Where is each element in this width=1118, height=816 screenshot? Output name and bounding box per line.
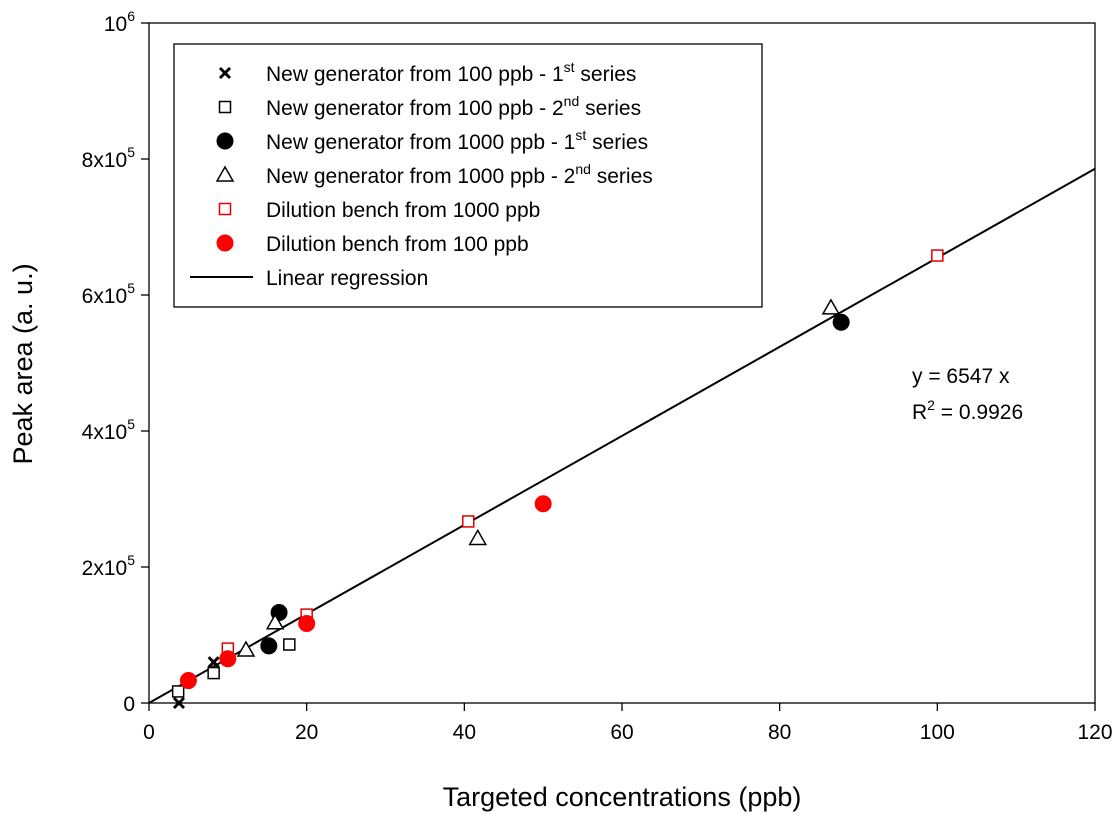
- legend-label: New generator from 100 ppb - 2nd series: [266, 93, 641, 120]
- legend-label-sup: nd: [575, 161, 591, 177]
- legend-label: New generator from 1000 ppb - 1st series: [266, 127, 648, 154]
- legend-item: Dilution bench from 1000 ppb: [218, 199, 540, 222]
- r-squared-value: = 0.9926: [935, 401, 1023, 424]
- y-tick-base: 4x10: [82, 421, 128, 444]
- legend-symbol: [216, 234, 234, 252]
- data-point: [821, 298, 841, 315]
- y-tick-label: 4x105: [82, 416, 136, 444]
- y-tick-exponent: 5: [127, 552, 135, 568]
- data-point: [207, 656, 220, 669]
- data-point: [462, 515, 475, 528]
- regression-equation: y = 6547 x: [912, 365, 1010, 388]
- data-point: [236, 640, 256, 657]
- legend-label-text: Dilution bench from 1000 ppb: [266, 199, 540, 222]
- y-tick-base: 10: [104, 13, 127, 36]
- legend-symbol: [218, 202, 232, 216]
- data-point: [172, 696, 186, 710]
- y-tick-label: 106: [104, 8, 135, 36]
- legend-item: New generator from 100 ppb - 2nd series: [218, 93, 641, 120]
- y-tick-label: 8x105: [82, 144, 136, 172]
- legend-symbol: [218, 66, 232, 80]
- legend-label: New generator from 100 ppb - 1st series: [266, 59, 636, 86]
- legend-item: New generator from 1000 ppb - 2nd series: [215, 161, 653, 188]
- y-tick-label: 0: [123, 693, 135, 716]
- legend: New generator from 100 ppb - 1st seriesN…: [173, 43, 763, 308]
- legend-label-sup: st: [564, 59, 575, 75]
- x-tick-label: 40: [453, 721, 476, 744]
- legend-item: New generator from 100 ppb - 1st series: [218, 59, 636, 86]
- series-5: [221, 249, 944, 655]
- legend-label: Dilution bench from 100 ppb: [266, 233, 529, 256]
- data-point: [931, 249, 944, 262]
- legend-label-text: New generator from 1000 ppb - 1: [266, 131, 575, 154]
- legend-label-sup: st: [575, 127, 586, 143]
- legend-label: New generator from 1000 ppb - 2nd series: [266, 161, 653, 188]
- data-point: [534, 495, 552, 513]
- data-point: [832, 313, 850, 331]
- legend-label: Dilution bench from 1000 ppb: [266, 199, 540, 222]
- y-tick-base: 2x10: [82, 557, 128, 580]
- data-point: [207, 666, 220, 680]
- x-tick-label: 80: [768, 721, 791, 744]
- y-tick-exponent: 5: [127, 280, 135, 296]
- x-tick-label: 60: [610, 721, 633, 744]
- data-point: [179, 672, 197, 690]
- series-6: [179, 495, 552, 690]
- data-point: [283, 638, 296, 651]
- y-axis-title: Peak area (a. u.): [8, 263, 38, 464]
- legend-item: Linear regression: [190, 267, 428, 290]
- y-tick-label: 6x105: [82, 280, 136, 308]
- regression-annotation: y = 6547 x R2 = 0.9926: [912, 365, 1023, 424]
- legend-label: Linear regression: [266, 267, 428, 290]
- legend-symbol: [215, 165, 235, 182]
- y-tick-exponent: 5: [127, 416, 135, 432]
- series-4: [236, 298, 841, 657]
- y-tick-label: 2x105: [82, 552, 136, 580]
- legend-box: [173, 43, 763, 308]
- data-point: [219, 650, 237, 668]
- legend-label-text: Linear regression: [266, 267, 428, 290]
- data-point: [171, 685, 185, 698]
- x-axis-title: Targeted concentrations (ppb): [443, 782, 802, 812]
- data-points: [171, 249, 944, 710]
- legend-label-text: New generator from 100 ppb - 2: [266, 97, 564, 120]
- r-squared-prefix: R: [912, 401, 927, 424]
- data-point: [468, 528, 488, 546]
- legend-label-suffix: series: [579, 97, 641, 120]
- series-1: [172, 656, 220, 710]
- x-tick-label: 20: [295, 721, 318, 744]
- y-tick-exponent: 5: [127, 144, 135, 160]
- y-tick-exponent: 6: [127, 8, 135, 24]
- legend-item: Dilution bench from 100 ppb: [216, 233, 529, 256]
- y-tick-base: 6x10: [82, 285, 128, 308]
- r-squared: R2 = 0.9926: [912, 397, 1023, 424]
- x-tick-label: 0: [143, 721, 155, 744]
- legend-symbol: [218, 100, 232, 114]
- legend-item: New generator from 1000 ppb - 1st series: [216, 127, 648, 154]
- data-point: [260, 637, 278, 655]
- legend-label-sup: nd: [564, 93, 580, 109]
- series-2: [171, 638, 296, 698]
- x-tick-label: 120: [1077, 721, 1112, 744]
- legend-label-text: New generator from 100 ppb - 1: [266, 63, 564, 86]
- legend-label-text: New generator from 1000 ppb - 2: [266, 165, 575, 188]
- legend-label-text: Dilution bench from 100 ppb: [266, 233, 529, 256]
- legend-label-suffix: series: [591, 165, 653, 188]
- legend-label-suffix: series: [575, 63, 637, 86]
- y-tick-base: 8x10: [82, 149, 128, 172]
- series-3: [260, 313, 850, 655]
- legend-symbol: [216, 132, 234, 150]
- r-squared-exponent: 2: [927, 397, 935, 413]
- x-tick-label: 100: [920, 721, 955, 744]
- data-point: [298, 614, 316, 632]
- legend-label-suffix: series: [586, 131, 648, 154]
- data-point: [265, 613, 285, 630]
- x-axis: 0 20 40 60 80 100 120: [143, 703, 1113, 744]
